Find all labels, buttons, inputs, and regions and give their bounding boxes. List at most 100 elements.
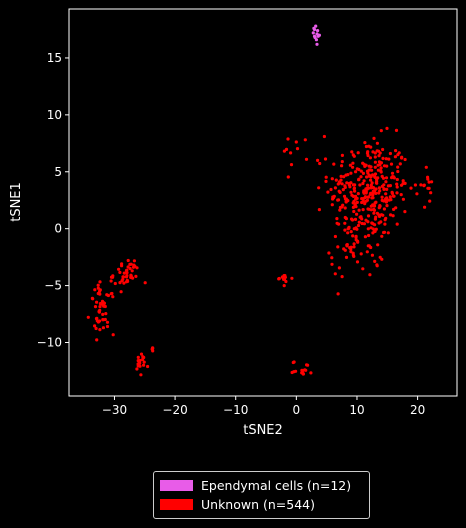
unknown-point — [391, 175, 395, 179]
unknown-point — [384, 176, 389, 180]
unknown-point — [369, 178, 373, 182]
unknown-point — [346, 231, 350, 235]
unknown-point — [382, 207, 386, 211]
unknown-point — [334, 178, 338, 182]
unknown-point — [361, 197, 365, 201]
unknown-point — [367, 233, 371, 238]
unknown-point — [382, 183, 386, 187]
unknown-point — [349, 171, 353, 175]
unknown-point — [286, 175, 290, 179]
unknown-point — [384, 157, 388, 161]
unknown-point — [150, 347, 154, 351]
unknown-point — [330, 177, 334, 181]
unknown-point — [389, 213, 393, 217]
unknown-point — [333, 186, 337, 190]
unknown-point — [350, 150, 354, 154]
ependymal-point — [316, 29, 320, 33]
unknown-point — [380, 195, 384, 199]
unknown-point — [376, 176, 380, 180]
unknown-point — [375, 179, 379, 183]
unknown-point — [335, 217, 339, 221]
unknown-point — [337, 266, 341, 270]
unknown-point — [351, 234, 355, 238]
unknown-point — [316, 158, 320, 162]
unknown-point — [381, 147, 385, 152]
unknown-point — [142, 360, 146, 364]
unknown-point — [387, 198, 391, 202]
unknown-point — [343, 185, 347, 189]
unknown-point — [354, 234, 358, 238]
unknown-point — [389, 162, 394, 166]
unknown-point — [345, 181, 349, 185]
unknown-point — [95, 300, 99, 304]
unknown-point — [129, 274, 133, 278]
unknown-point — [363, 195, 367, 199]
unknown-point — [341, 188, 345, 192]
unknown-point — [93, 288, 97, 292]
unknown-point — [332, 162, 336, 166]
ependymal-point — [312, 34, 317, 38]
unknown-point — [351, 161, 355, 165]
unknown-point — [353, 202, 357, 206]
unknown-point — [130, 269, 134, 273]
unknown-point — [93, 305, 98, 309]
unknown-point — [388, 195, 392, 199]
unknown-point — [359, 175, 363, 179]
unknown-point — [339, 174, 343, 178]
unknown-point — [101, 312, 105, 316]
unknown-point — [359, 252, 363, 256]
unknown-point — [395, 182, 399, 186]
unknown-point — [120, 279, 124, 283]
unknown-point — [361, 171, 365, 175]
unknown-point — [409, 186, 413, 190]
unknown-point — [98, 288, 102, 292]
unknown-point — [395, 191, 399, 195]
unknown-point — [304, 368, 308, 372]
unknown-point — [336, 292, 340, 296]
x-tick-label: −20 — [162, 403, 187, 417]
unknown-point — [372, 208, 377, 212]
legend-item-ependymal: Ependymal cells (n=12) — [160, 476, 363, 495]
unknown-point — [362, 191, 366, 195]
unknown-point — [284, 147, 289, 151]
unknown-point — [322, 134, 326, 139]
unknown-point — [395, 185, 399, 189]
x-axis-label: tSNE2 — [243, 423, 283, 438]
unknown-point — [291, 360, 295, 365]
unknown-point — [385, 164, 389, 168]
unknown-point — [377, 186, 381, 190]
legend-item-unknown: Unknown (n=544) — [160, 495, 363, 514]
unknown-point — [132, 259, 136, 263]
unknown-point — [371, 150, 375, 154]
unknown-point — [326, 190, 330, 194]
unknown-point — [369, 186, 373, 190]
legend-swatch-unknown — [160, 499, 193, 510]
unknown-point — [371, 173, 375, 177]
unknown-point — [351, 251, 355, 255]
unknown-point — [345, 243, 349, 247]
unknown-point — [385, 126, 389, 130]
unknown-point — [368, 273, 372, 277]
unknown-point — [340, 153, 344, 157]
unknown-point — [323, 157, 328, 161]
unknown-point — [396, 153, 400, 157]
unknown-point — [340, 205, 344, 209]
unknown-point — [351, 205, 355, 209]
unknown-point — [370, 253, 374, 257]
unknown-point — [367, 144, 371, 148]
unknown-point — [344, 200, 348, 204]
unknown-point — [377, 160, 381, 164]
unknown-point — [146, 364, 150, 369]
unknown-point — [352, 227, 356, 231]
unknown-point — [101, 318, 105, 322]
unknown-point — [324, 179, 328, 183]
unknown-point — [429, 191, 433, 195]
unknown-point — [362, 222, 366, 226]
unknown-point — [366, 183, 370, 187]
unknown-point — [344, 173, 348, 177]
unknown-point — [379, 129, 383, 133]
unknown-point — [356, 223, 361, 228]
unknown-point — [424, 165, 428, 169]
unknown-point — [111, 295, 115, 299]
unknown-point — [357, 208, 361, 212]
